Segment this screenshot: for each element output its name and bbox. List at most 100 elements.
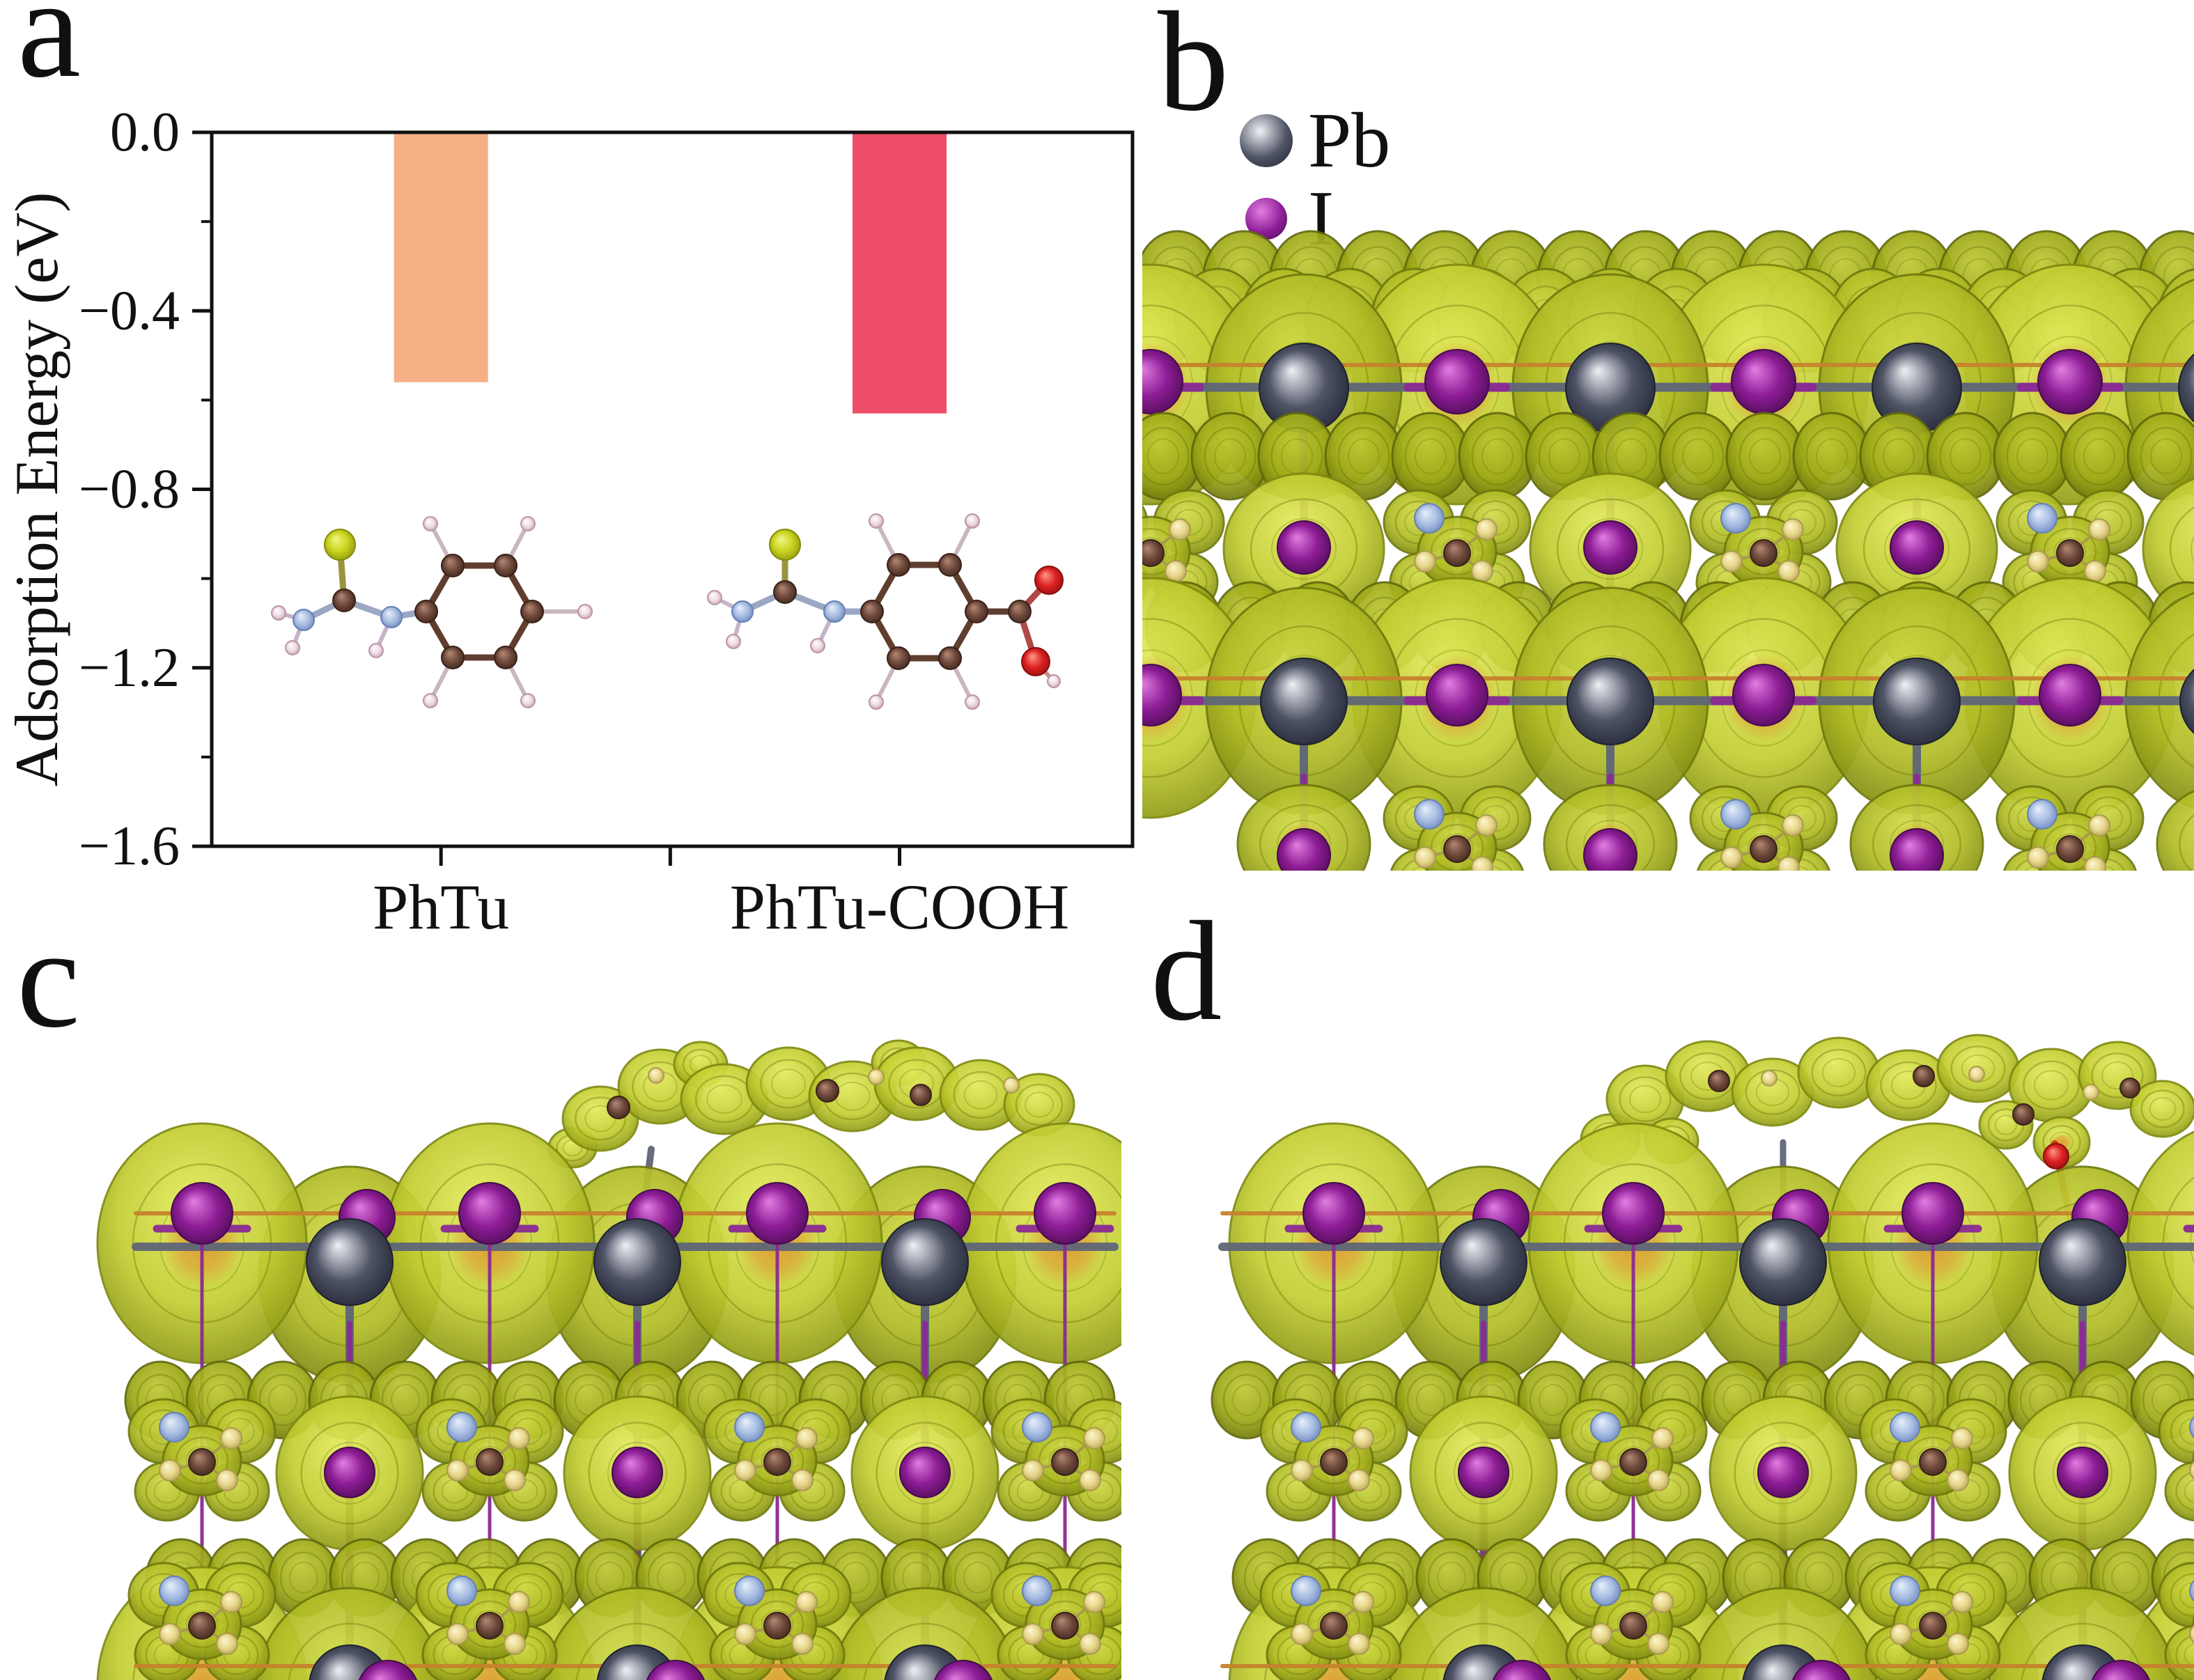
h-atom <box>707 590 722 605</box>
i-atom <box>1731 349 1796 414</box>
c-atom <box>763 1448 791 1476</box>
hy-atom <box>791 1633 814 1655</box>
pb-atom <box>1739 1218 1827 1306</box>
hy-atom <box>220 1427 242 1449</box>
c-atom <box>887 553 910 577</box>
isosurface-blob <box>1849 784 1984 871</box>
c-atom <box>1619 1448 1647 1476</box>
hy-atom <box>1348 1633 1370 1655</box>
organic-molecule-cluster <box>703 1562 852 1680</box>
h-atom <box>423 693 438 708</box>
i-atom <box>1034 1182 1096 1245</box>
c-atom <box>1051 1448 1079 1476</box>
hy-atom <box>791 1469 814 1491</box>
h-atom <box>520 693 536 708</box>
i-atom <box>1602 1182 1665 1245</box>
i-atom <box>2039 664 2101 726</box>
n-atom <box>1720 799 1751 830</box>
bar-phtu <box>394 132 488 382</box>
o-atom <box>2043 1143 2069 1169</box>
i-atom <box>1890 828 1944 871</box>
isosurface-blob <box>1665 1040 1751 1112</box>
h-atom <box>810 638 825 653</box>
c-atom <box>494 646 518 669</box>
i-atom <box>2057 1447 2108 1498</box>
isosurface-blob <box>1797 1036 1881 1109</box>
c-atom <box>763 1612 791 1640</box>
c-atom <box>887 646 910 670</box>
hy-atom <box>2189 1624 2194 1644</box>
hy-atom <box>508 1591 530 1613</box>
c-atom <box>1320 1612 1348 1640</box>
hy-atom <box>1890 1623 1912 1645</box>
organic-molecule-cluster <box>415 1562 564 1680</box>
i-atom <box>1791 1660 1851 1680</box>
n-atom <box>1590 1412 1621 1442</box>
c-atom <box>332 589 356 612</box>
c-atom <box>414 600 438 623</box>
i-atom <box>1142 349 1183 414</box>
hy-atom <box>1414 550 1436 573</box>
organic-molecule-cluster <box>1858 1562 2007 1680</box>
organic-molecule-cluster <box>1995 785 2145 871</box>
isosurface-blob <box>1458 412 1537 501</box>
hy-atom <box>216 1633 238 1655</box>
isosurface-blob <box>1792 412 1872 501</box>
c-atom <box>441 646 465 669</box>
n-atom <box>734 1412 765 1442</box>
n-atom <box>823 600 846 623</box>
hy-atom <box>2027 550 2049 573</box>
hy-atom <box>1651 1591 1674 1613</box>
h-atom <box>1047 674 1061 688</box>
hy-atom <box>1475 814 1497 837</box>
n-atom <box>1720 503 1751 534</box>
hy-atom <box>1647 1469 1670 1491</box>
hy-atom <box>1022 1459 1044 1481</box>
n-atom <box>1890 1576 1920 1606</box>
hy-atom <box>1777 856 1800 871</box>
molecule-inset <box>271 516 593 708</box>
pb-atom <box>1260 658 1348 745</box>
organic-molecule-cluster <box>1689 785 1838 871</box>
i-atom <box>1426 664 1488 726</box>
hy-atom <box>2088 518 2110 540</box>
h-atom <box>520 516 536 531</box>
c-atom <box>1142 539 1165 567</box>
pb-atom <box>881 1218 969 1306</box>
h-atom <box>285 640 300 655</box>
hy-atom <box>1471 856 1493 871</box>
h-atom <box>965 513 980 529</box>
h-atom <box>869 694 884 710</box>
i-atom <box>2037 349 2103 414</box>
y-tick-label: 0.0 <box>110 102 180 163</box>
c-atom <box>1320 1448 1348 1476</box>
c-atom <box>1919 1448 1947 1476</box>
hy-atom <box>508 1427 530 1449</box>
hy-atom <box>734 1623 756 1645</box>
organic-molecule-cluster <box>1995 489 2145 613</box>
hy-atom <box>1165 560 1187 582</box>
hy-atom <box>1647 1633 1670 1655</box>
hy-atom <box>1475 518 1497 540</box>
hy-atom <box>1291 1623 1313 1645</box>
hy-atom <box>1590 1459 1612 1481</box>
i-atom <box>612 1447 663 1498</box>
hy-atom <box>1968 1066 1985 1082</box>
n-atom <box>731 600 754 623</box>
o-atom <box>1034 566 1064 595</box>
hy-atom <box>1951 1591 1973 1613</box>
pb-atom <box>1873 658 1961 745</box>
c-atom <box>441 554 465 577</box>
hy-atom <box>2088 814 2110 837</box>
organic-molecule-cluster <box>1259 1398 1408 1522</box>
hy-atom <box>1947 1469 1969 1491</box>
hy-atom <box>220 1591 242 1613</box>
c-atom <box>520 600 544 623</box>
o-atom <box>1021 647 1050 676</box>
hy-atom <box>2189 1461 2194 1480</box>
c-atom <box>1051 1612 1079 1640</box>
y-tick-label: −1.2 <box>79 637 180 699</box>
hy-atom <box>1083 1427 1105 1449</box>
i-atom <box>746 1182 809 1245</box>
isosurface-blob <box>1658 412 1738 501</box>
